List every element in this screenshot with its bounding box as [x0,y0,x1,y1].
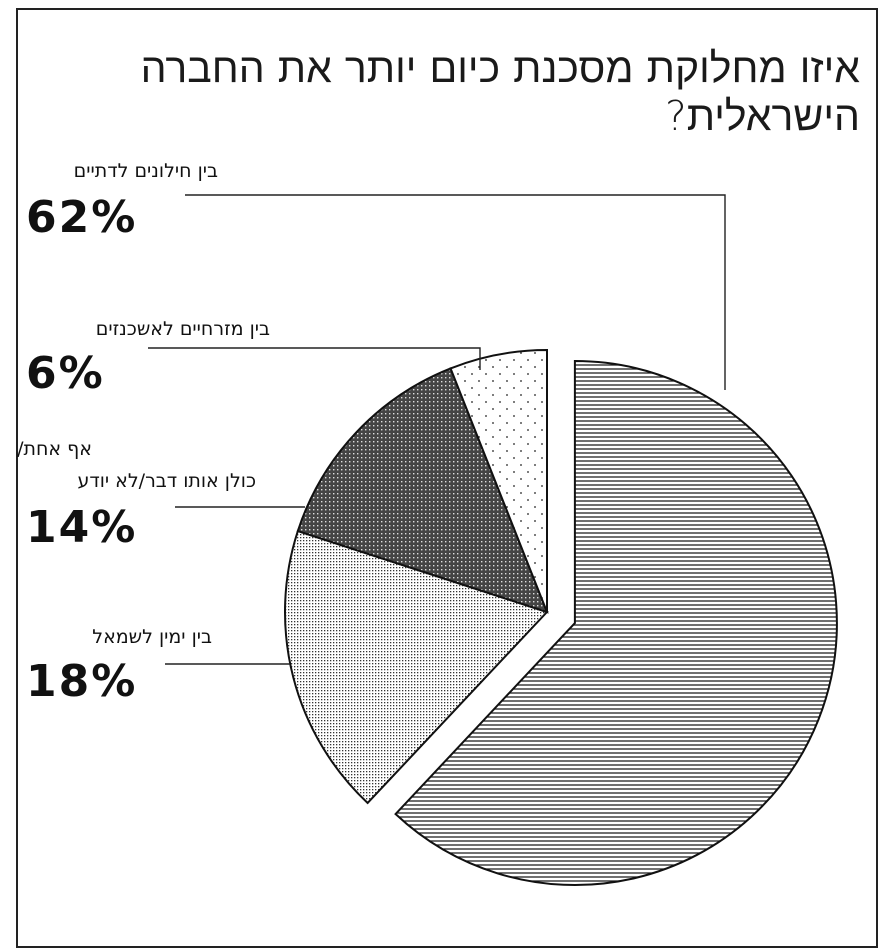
value-right-left: 18% [26,656,138,707]
value-none: 14% [26,502,138,553]
leader-mizrahi-ashkenazi [148,347,481,370]
value-mizrahi-ashkenazi: 6% [26,348,105,399]
pie-chart [148,194,838,887]
leader-secular-religious [185,194,726,390]
slice-mizrahi-ashkenazi [449,348,548,613]
chart-title: איזו מחלוקת מסכנת כיום יותר את החברה היש… [140,44,860,140]
label-right-left: בין ימין לשמאל [92,626,212,648]
label-none-line2: כולן אותו דבר/לא יודע [77,470,256,492]
label-secular-religious: בין חילונים לדתיים [73,160,218,182]
label-mizrahi-ashkenazi: בין מזרחיים לאשכנזים [95,318,270,340]
slice-none [296,367,549,614]
slice-secular-religious [394,360,838,887]
slice-right-left [284,529,549,805]
label-none-line1: אף אחת/ [17,438,92,460]
value-secular-religious: 62% [26,192,138,243]
